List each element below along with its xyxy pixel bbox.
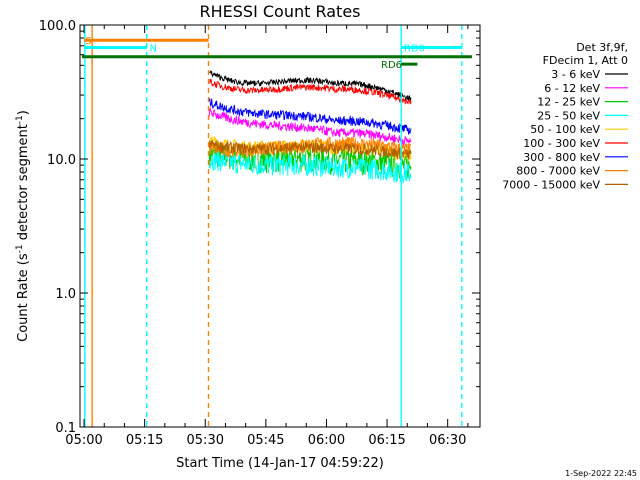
- series-line: [209, 70, 412, 101]
- legend-label: 300 - 800 keV: [523, 151, 600, 164]
- legend-header-2: FDecim 1, Att 0: [543, 54, 628, 67]
- series-line: [208, 140, 412, 161]
- series-line: [208, 107, 412, 146]
- y-axis-label-text: Count Rate (s: [16, 253, 31, 342]
- legend-label: 3 - 6 keV: [551, 68, 600, 81]
- x-tick-label: 06:00: [308, 433, 345, 448]
- y-axis-label: Count Rate (s-1 detector segment-1): [15, 110, 31, 342]
- legend-label: 800 - 7000 keV: [516, 165, 600, 178]
- chart-title: RHESSI Count Rates: [200, 2, 361, 21]
- y-axis-label-sup-2: -1: [15, 115, 25, 124]
- legend-label: 12 - 25 keV: [537, 96, 600, 109]
- flag-label: RD0: [404, 43, 425, 54]
- legend-label: 50 - 100 keV: [530, 123, 600, 136]
- timestamp: 1-Sep-2022 22:45: [565, 469, 637, 478]
- legend-label: 25 - 50 keV: [537, 109, 600, 122]
- legend-label: 7000 - 15000 keV: [502, 178, 600, 191]
- y-axis-label-sup: -1: [15, 244, 25, 253]
- y-tick-label: 1.0: [55, 287, 76, 302]
- y-tick-label: 10.0: [47, 153, 76, 168]
- legend-label: 100 - 300 keV: [523, 137, 600, 150]
- y-tick-label: 100.0: [39, 19, 76, 34]
- x-axis-ticks: 05:00 05:15 05:30 05:45 06:00 06:15 06:30: [65, 25, 469, 448]
- series-line: [209, 78, 412, 105]
- legend-header-1: Det 3f,9f,: [576, 41, 628, 54]
- series-line: [208, 143, 412, 179]
- x-axis-label: Start Time (14-Jan-17 04:59:22): [176, 456, 384, 471]
- y-axis-ticks: 100.0 10.0 1.0 0.1: [39, 19, 480, 436]
- flag-label: N: [149, 43, 156, 54]
- plot-frame: [79, 24, 481, 428]
- series-line: [208, 98, 412, 135]
- x-tick-label: 06:15: [368, 433, 405, 448]
- x-tick-label: 05:00: [65, 433, 102, 448]
- flag-label: RD6: [381, 60, 402, 71]
- flag-label: S: [85, 36, 91, 47]
- legend-label: 6 - 12 keV: [544, 82, 600, 95]
- x-tick-label: 06:30: [429, 433, 466, 448]
- y-axis-label-text-2: detector segment: [16, 124, 31, 244]
- series-line: [208, 150, 412, 184]
- x-tick-label: 05:45: [247, 433, 284, 448]
- y-axis-label-close: ): [16, 110, 31, 115]
- x-tick-label: 05:30: [187, 433, 224, 448]
- x-tick-label: 05:15: [126, 433, 163, 448]
- y-tick-label: 0.1: [55, 421, 76, 436]
